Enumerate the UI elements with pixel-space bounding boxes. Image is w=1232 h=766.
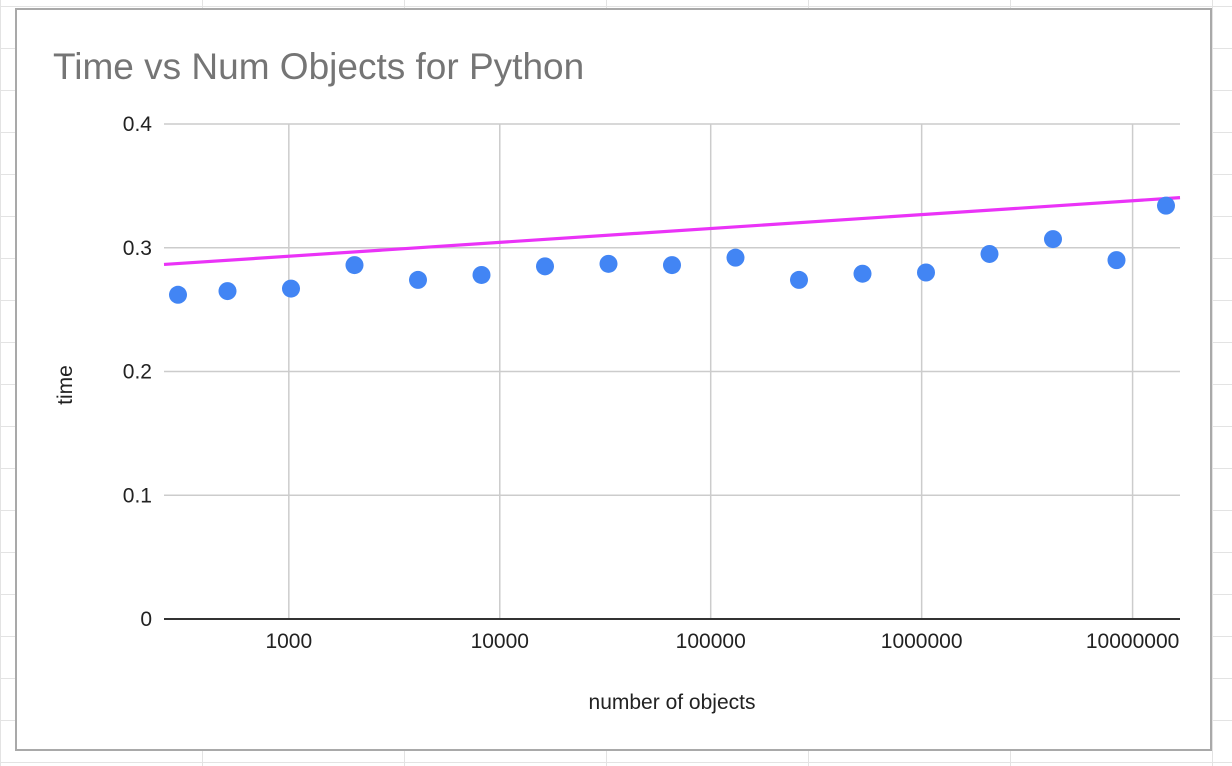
chart-title: Time vs Num Objects for Python bbox=[53, 46, 584, 87]
y-gridlines bbox=[164, 123, 1180, 496]
x-axis-label: number of objects bbox=[589, 691, 756, 714]
y-tick-label: 0.2 bbox=[123, 361, 152, 384]
data-point[interactable] bbox=[1157, 196, 1175, 215]
data-point[interactable] bbox=[917, 263, 935, 282]
y-tick-label: 0 bbox=[140, 608, 152, 631]
data-point[interactable] bbox=[1107, 251, 1126, 270]
data-point[interactable] bbox=[1044, 230, 1062, 249]
x-tick-label: 1000 bbox=[265, 630, 312, 653]
data-point[interactable] bbox=[663, 256, 681, 275]
x-tick-label: 1000000 bbox=[881, 630, 963, 653]
data-point[interactable] bbox=[536, 257, 554, 276]
data-point[interactable] bbox=[472, 265, 491, 284]
x-tick-label: 10000000 bbox=[1086, 630, 1179, 653]
data-point[interactable] bbox=[853, 264, 872, 283]
y-tick-labels: 0 0.1 0.2 0.3 0.4 bbox=[123, 113, 153, 631]
y-tick-label: 0.4 bbox=[123, 113, 153, 136]
trendline bbox=[163, 196, 1181, 267]
data-point[interactable] bbox=[345, 256, 364, 275]
trendline-layer bbox=[163, 196, 1181, 267]
data-point[interactable] bbox=[409, 270, 427, 289]
data-point[interactable] bbox=[169, 285, 187, 304]
x-tick-label: 100000 bbox=[676, 630, 746, 653]
data-points bbox=[169, 196, 1175, 304]
data-point[interactable] bbox=[790, 270, 808, 289]
x-tick-label: 10000 bbox=[471, 630, 529, 653]
data-point[interactable] bbox=[282, 279, 300, 298]
data-point[interactable] bbox=[980, 244, 999, 263]
y-tick-label: 0.1 bbox=[123, 484, 152, 507]
data-point[interactable] bbox=[726, 248, 745, 267]
x-tick-labels: 1000 10000 100000 1000000 10000000 bbox=[265, 630, 1179, 653]
chart-container[interactable] bbox=[15, 8, 1212, 751]
data-point[interactable] bbox=[599, 254, 618, 273]
x-gridlines bbox=[288, 124, 1134, 619]
y-tick-label: 0.3 bbox=[123, 237, 152, 260]
data-point[interactable] bbox=[218, 282, 237, 301]
y-axis-label: time bbox=[54, 365, 77, 405]
